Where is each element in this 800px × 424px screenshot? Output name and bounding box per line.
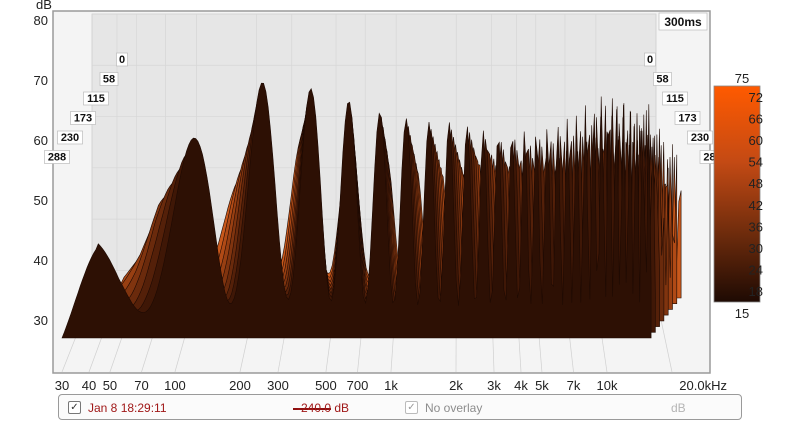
time-tick-left-bg [99,72,119,86]
colorbar-gradient [713,85,761,303]
x-tick-label: 70 [134,378,148,393]
time-tick-right-bg [644,52,656,67]
waterfall-slice [61,82,652,339]
colorbar-tick-label: 36 [749,219,763,234]
time-tick-right-bg [653,72,672,86]
x-tick-label: 20.0kHz [679,378,727,393]
time-tick-right: 0 [647,54,653,66]
colorbar-tick-label: 75 [735,71,749,86]
colorbar-tick-label: 60 [749,133,763,148]
colorbar-tick-label: 15 [735,306,749,321]
x-tick-label: 300 [267,378,289,393]
y-tick-label: 40 [34,253,48,268]
series-offset-label[interactable]: -240.0 dB [297,401,350,415]
series-color-swatch[interactable] [293,408,331,410]
series-checkbox[interactable]: ✓ [68,401,81,414]
unit-label: dB [671,401,686,415]
time-tick-left-bg [57,130,83,145]
time-tick-left: 115 [87,93,105,105]
time-tick-left-bg [83,91,109,106]
time-tick-left: 58 [103,74,115,86]
x-tick-label: 3k [487,378,501,393]
y-axis: 80 70 60 50 40 30 [34,13,48,328]
y-tick-label: 80 [34,13,48,28]
x-tick-label: 10k [596,378,617,393]
x-tick-label: 700 [347,378,369,393]
y-tick-label: 60 [34,133,48,148]
time-tick-right: 58 [656,74,668,86]
time-tick-left-bg [116,52,128,67]
colorbar-tick-label: 18 [749,284,763,299]
x-tick-label: 100 [164,378,186,393]
time-tick-left: 0 [119,54,125,66]
y-axis-unit: dB [36,0,52,12]
x-tick-label: 1k [384,378,398,393]
x-tick-label: 2k [449,378,463,393]
x-tick-label: 30 [55,378,69,393]
time-window-label: 300ms [664,15,702,29]
time-tick-right-bg [674,111,701,125]
legend-bar: ✓ Jan 8 18:29:11 -240.0 dB ✓ No overlay … [58,394,742,420]
x-axis: 30 40 50 70 100 200 300 500 700 1k 2k 3k 4k 5k 7k 10k 20… [55,378,727,393]
y-tick-label: 70 [34,73,48,88]
time-tick-right-bg [687,130,713,145]
time-tick-left: 230 [61,132,79,144]
x-tick-label: 7k [567,378,581,393]
colorbar-tick-label: 42 [749,198,763,213]
waterfall-surface [61,82,682,339]
time-tick-left: 288 [48,152,66,164]
x-tick-label: 40 [82,378,96,393]
x-tick-label: 5k [535,378,549,393]
time-window-badge: 300ms [658,12,708,31]
time-tick-left: 173 [74,113,92,125]
x-tick-label: 50 [103,378,117,393]
y-tick-label: 30 [34,313,48,328]
x-tick-label: 500 [315,378,337,393]
series-label[interactable]: Jan 8 18:29:11 [88,401,167,415]
overlay-checkbox[interactable]: ✓ [405,401,418,414]
y-tick-label: 50 [34,193,48,208]
time-tick-right: 115 [666,93,684,105]
time-tick-left-bg [44,150,70,164]
colorbar-tick-label: 54 [749,155,763,170]
colorbar-tick-label: 72 [749,90,763,105]
time-tick-right-bg [662,91,688,106]
overlay-label: No overlay [425,401,483,415]
time-tick-right: 230 [691,132,709,144]
colorbar-tick-label: 24 [749,263,763,278]
time-tick-left-bg [70,111,96,125]
colorbar-tick-label: 30 [749,241,763,256]
x-tick-label: 200 [229,378,251,393]
colorbar-tick-label: 48 [749,176,763,191]
time-tick-right: 173 [678,113,696,125]
x-tick-label: 4k [514,378,528,393]
colorbar-tick-label: 66 [749,111,763,126]
